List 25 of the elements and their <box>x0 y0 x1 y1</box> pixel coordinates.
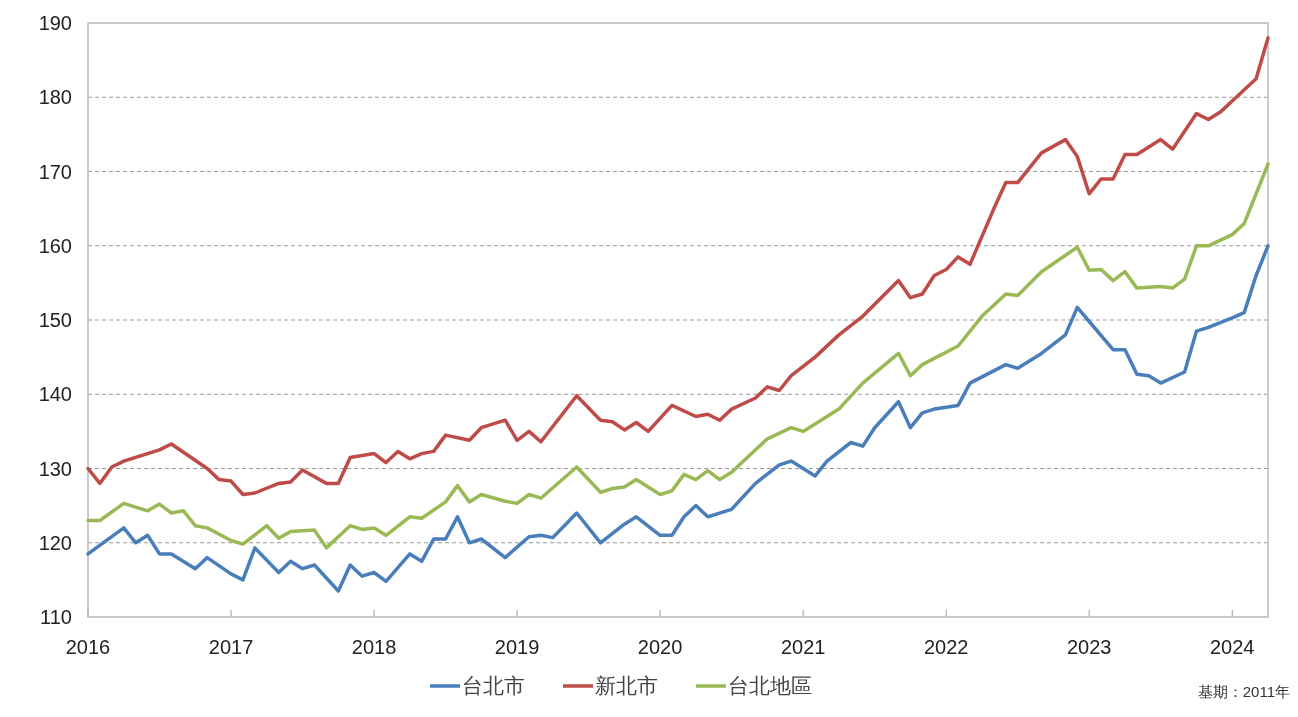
line-series <box>86 244 1270 593</box>
y-tick-label: 120 <box>38 531 72 554</box>
x-tick-label: 2017 <box>208 636 254 658</box>
x-tick-label: 2024 <box>1209 636 1255 658</box>
x-tick-label: 2022 <box>923 636 969 658</box>
x-tick-label: 2020 <box>637 636 683 658</box>
y-tick-label: 160 <box>38 234 72 257</box>
y-tick-label: 140 <box>38 383 72 406</box>
x-tick-label: 2021 <box>780 636 826 658</box>
text: 基期：2011年 <box>1197 683 1290 700</box>
x-tick-label: 2019 <box>494 636 540 658</box>
legend-label: 台北市 <box>462 674 525 697</box>
x-tick-label: 2016 <box>65 636 111 658</box>
y-tick-label: 110 <box>40 606 72 628</box>
y-tick-label: 130 <box>38 457 72 480</box>
y-tick-label: 150 <box>38 309 72 331</box>
x-tick-label: 2018 <box>351 636 397 658</box>
legend-label: 新北市 <box>595 674 658 697</box>
line-series <box>86 162 1270 550</box>
y-tick-label: 180 <box>38 86 72 109</box>
y-tick-label: 190 <box>38 12 72 34</box>
y-tick-label: 170 <box>38 160 72 183</box>
x-tick-label: 2023 <box>1066 636 1112 658</box>
line-series <box>86 36 1270 497</box>
legend-label: 台北地區 <box>728 674 812 697</box>
